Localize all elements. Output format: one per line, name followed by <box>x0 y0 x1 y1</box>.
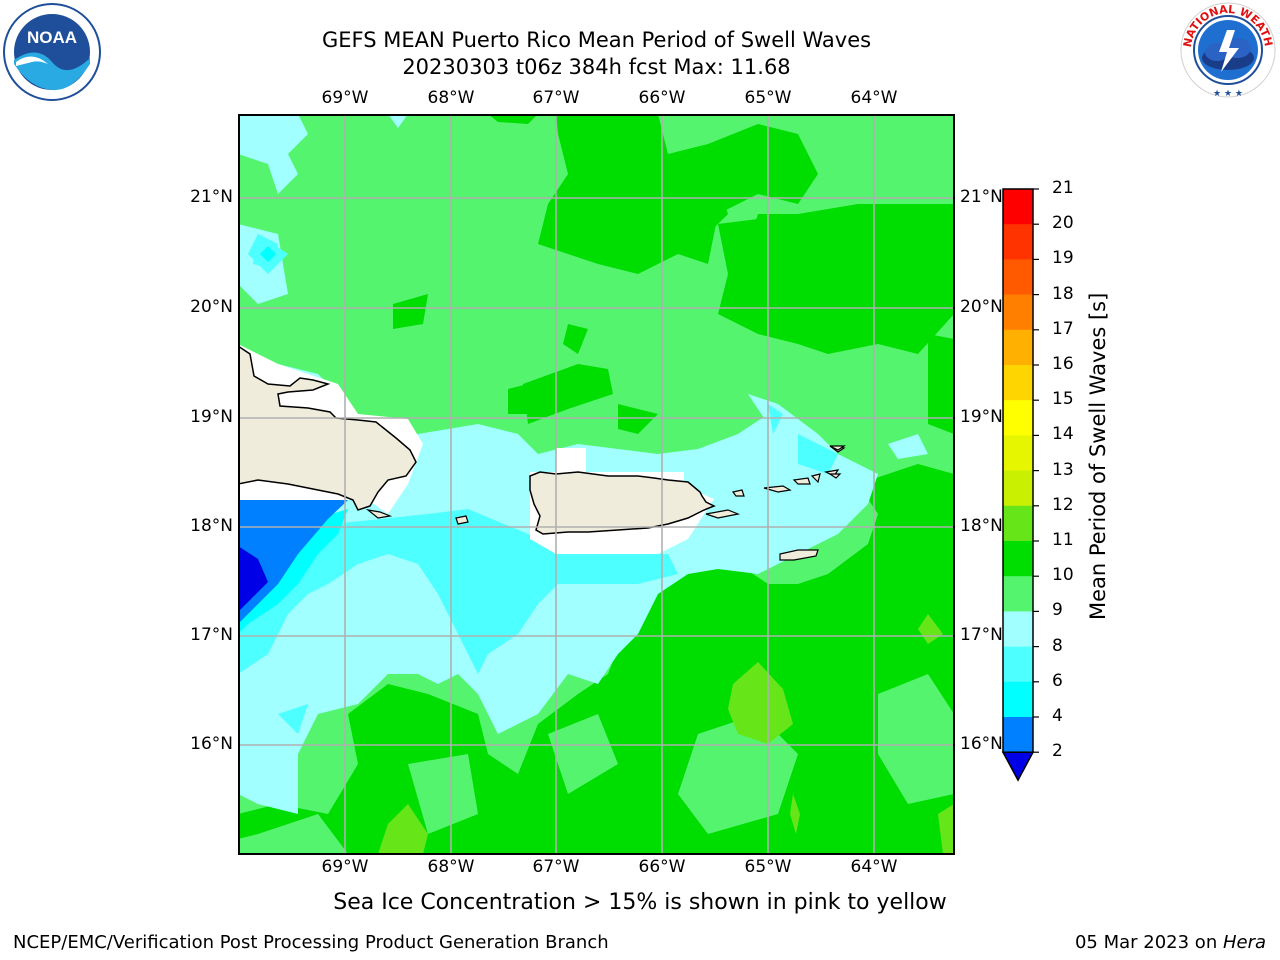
colorbar-tick-label: 18 <box>1052 283 1074 304</box>
colorbar-tick-label: 16 <box>1052 354 1074 374</box>
footer-credit: NCEP/EMC/Verification Post Processing Pr… <box>13 932 609 953</box>
colorbar-tick-label: 2 <box>1052 741 1063 762</box>
lon-label-bottom: 67°W <box>532 857 580 877</box>
colorbar-segment <box>1003 681 1033 718</box>
colorbar-segment <box>1003 576 1033 612</box>
lon-label-bottom: 69°W <box>321 857 369 877</box>
footer-date: 05 Mar 2023 on Hera <box>1075 932 1266 953</box>
colorbar-segment <box>1003 294 1033 331</box>
colorbar-segment <box>1003 189 1033 225</box>
colorbar-segment <box>1003 470 1033 507</box>
lon-label-bottom: 66°W <box>638 857 686 877</box>
map-title-line1: GEFS MEAN Puerto Rico Mean Period of Swe… <box>321 28 872 52</box>
footer-host: Hera <box>1222 932 1266 953</box>
colorbar-tick-label: 9 <box>1052 600 1063 621</box>
colorbar-tick-label: 4 <box>1052 706 1063 726</box>
noaa-logo-text: NOAA <box>27 28 77 47</box>
colorbar-segment <box>1003 259 1033 296</box>
colorbar-tick-label: 10 <box>1052 565 1074 586</box>
colorbar-tick-label: 20 <box>1052 213 1074 234</box>
vieques-island <box>705 509 741 519</box>
lat-label-left: 18°N <box>190 516 233 536</box>
colorbar-tick-label: 14 <box>1052 424 1074 445</box>
swell-field-under-2s <box>238 546 268 612</box>
colorbar-tick-label: 11 <box>1052 530 1074 550</box>
lat-label-right: 21°N <box>960 187 1003 207</box>
graticule <box>238 114 954 854</box>
swell-period-map <box>238 114 955 855</box>
lat-label-left: 17°N <box>190 625 233 645</box>
puerto-rico-land <box>529 471 716 535</box>
map-title-line2: 20230303 t06z 384h fcst Max: 11.68 <box>402 55 791 79</box>
hispaniola-land <box>238 345 417 511</box>
colorbar-tick-label: 8 <box>1052 635 1063 656</box>
lat-label-left: 20°N <box>190 297 233 317</box>
lat-label-right: 19°N <box>960 407 1003 427</box>
colorbar-segment <box>1003 541 1033 577</box>
lat-label-left: 19°N <box>190 407 233 427</box>
virgin-islands <box>763 485 792 493</box>
lon-label-top: 64°W <box>850 88 898 108</box>
colorbar-segment <box>1003 435 1033 472</box>
lon-label-bottom: 64°W <box>850 857 898 877</box>
colorbar-segment <box>1003 400 1033 436</box>
colorbar-segment <box>1003 224 1033 260</box>
colorbar-segment <box>1003 611 1033 648</box>
colorbar-tick-label: 21 <box>1052 178 1074 198</box>
mona-island <box>455 515 469 525</box>
lon-label-top: 69°W <box>321 88 369 108</box>
map-frame <box>238 114 955 855</box>
swell-field-2-4s <box>238 500 348 624</box>
colorbar-tick-label: 12 <box>1052 494 1074 515</box>
lat-label-left: 16°N <box>190 734 233 754</box>
colorbar-tick-label: 17 <box>1052 318 1074 339</box>
colorbar-extend-arrow <box>1001 751 1035 782</box>
footer-date-text: 05 Mar 2023 on <box>1074 932 1223 953</box>
lat-label-right: 16°N <box>960 734 1003 754</box>
colorbar-tick-label: 13 <box>1052 459 1074 480</box>
lon-label-top: 67°W <box>532 88 580 108</box>
colorbar-segment <box>1003 365 1033 401</box>
colorbar-label: Mean Period of Swell Waves [s] <box>1086 292 1110 620</box>
noaa-logo: NOAA <box>3 3 101 101</box>
colorbar-tick-label: 19 <box>1052 248 1074 269</box>
colorbar-segment <box>1003 329 1033 366</box>
lon-label-top: 65°W <box>744 88 792 108</box>
lat-label-left: 21°N <box>190 187 233 207</box>
lon-label-top: 68°W <box>427 88 475 108</box>
nws-logo: NATIONAL WEATHER SERVICE ★ ★ ★ <box>1177 0 1276 99</box>
lon-label-top: 66°W <box>638 88 686 108</box>
colorbar-segment <box>1003 505 1033 542</box>
svg-text:★ ★ ★: ★ ★ ★ <box>1213 89 1243 99</box>
lat-label-right: 18°N <box>960 516 1003 536</box>
colorbar-segment <box>1003 646 1033 683</box>
st-croix-island <box>779 549 819 561</box>
lat-label-right: 17°N <box>960 625 1003 645</box>
colorbar-segment <box>1003 717 1033 753</box>
lon-label-bottom: 68°W <box>427 857 475 877</box>
colorbar-tick-label: 6 <box>1052 670 1063 691</box>
colorbar-tick-label: 15 <box>1052 389 1074 410</box>
colorbar <box>1001 188 1039 782</box>
lon-label-bottom: 65°W <box>744 857 792 877</box>
lat-label-right: 20°N <box>960 297 1003 317</box>
sea-ice-caption: Sea Ice Concentration > 15% is shown in … <box>333 890 947 915</box>
